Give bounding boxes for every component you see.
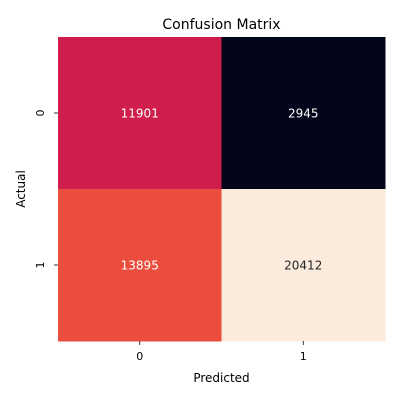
y-axis-ticks: 01 bbox=[34, 110, 58, 269]
x-tick-label: 0 bbox=[136, 350, 143, 363]
heatmap-cell-1-0 bbox=[58, 189, 222, 342]
heatmap-cells bbox=[58, 37, 386, 342]
x-axis-label: Predicted bbox=[193, 371, 249, 385]
heatmap-cell-1-1 bbox=[221, 189, 386, 342]
cell-value-label: 11901 bbox=[121, 107, 159, 121]
heatmap-cell-0-0 bbox=[58, 37, 222, 190]
cell-value-label: 2945 bbox=[288, 107, 319, 121]
chart-title: Confusion Matrix bbox=[162, 17, 280, 33]
cell-value-label: 20412 bbox=[284, 259, 322, 273]
x-tick-label: 1 bbox=[300, 350, 307, 363]
heatmap-value-labels: 11901 2945 13895 20412 bbox=[121, 107, 323, 273]
y-tick-label: 1 bbox=[34, 262, 47, 269]
heatmap-cell-0-1 bbox=[221, 37, 386, 190]
cell-value-label: 13895 bbox=[121, 259, 159, 273]
y-axis-label: Actual bbox=[14, 170, 28, 208]
y-tick-label: 0 bbox=[34, 110, 47, 117]
